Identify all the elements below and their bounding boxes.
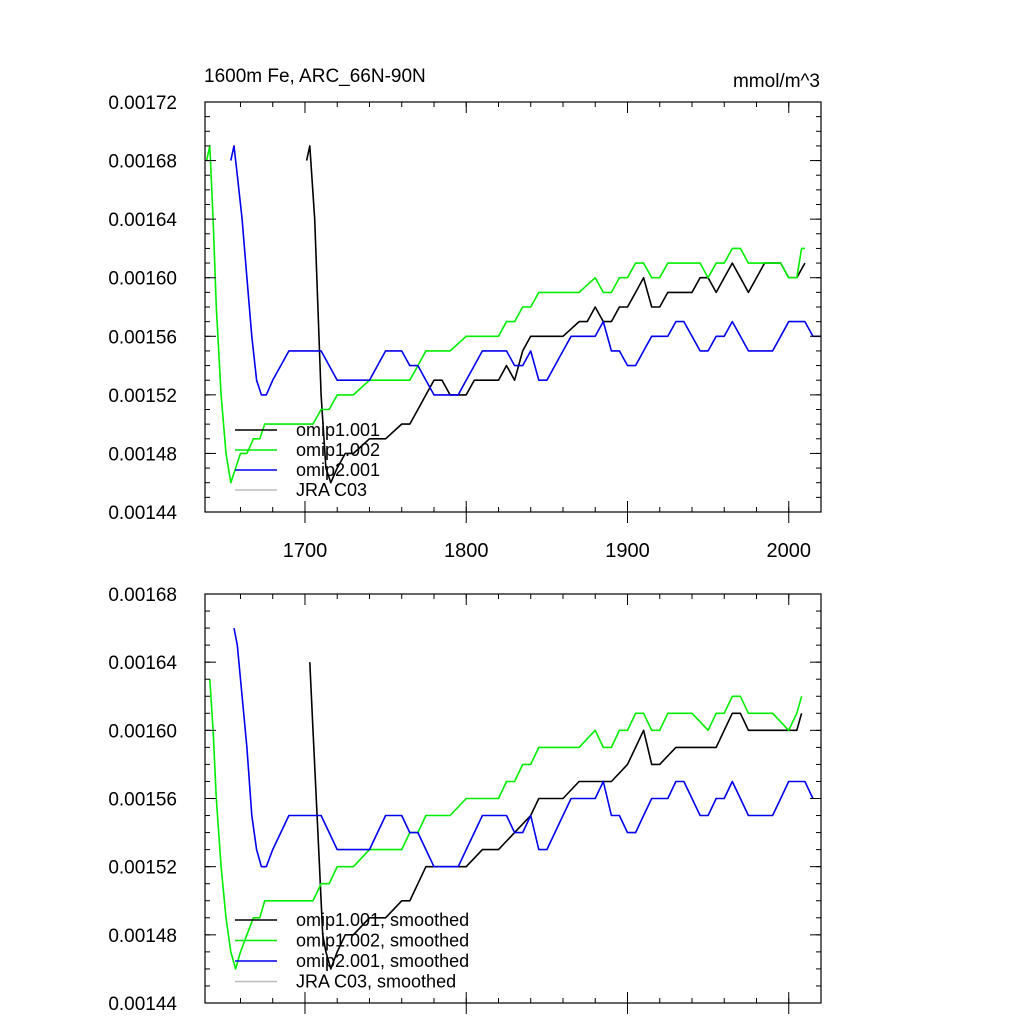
plot-frame-bottom — [204, 593, 822, 1004]
legend-label: JRA C03, smoothed — [296, 972, 456, 992]
tick-layer-top: 0.00144 0.00148 0.00152 0.00156 0.00160 0.001… — [108, 93, 822, 562]
x-tick-label: 1800 — [444, 540, 489, 562]
tick-layer-bottom: 0.00144 0.00148 0.00152 0.00156 0.00160 0.001… — [108, 585, 822, 1015]
y-tick-label: 0.00144 — [108, 503, 177, 524]
y-tick-label: 0.00160 — [108, 721, 177, 742]
legend-label: omip1.002 — [296, 440, 380, 460]
series-line-0 — [309, 662, 803, 970]
series-line-0 — [305, 145, 806, 484]
y-tick-label: 0.00148 — [108, 926, 177, 947]
legend-label: omip2.001 — [296, 460, 380, 480]
y-tick-label: 0.00148 — [108, 444, 177, 465]
series-layer-bottom — [209, 627, 814, 970]
plot-frame-top — [204, 101, 822, 513]
series-line-1 — [205, 145, 805, 484]
y-tick-label: 0.00168 — [108, 585, 177, 606]
y-tick-label: 0.00144 — [108, 994, 177, 1015]
y-tick-label: 0.00164 — [108, 210, 177, 231]
series-line-2 — [233, 627, 814, 868]
legend-label: omip1.001 — [296, 420, 380, 440]
chart-title: 1600m Fe, ARC_66N-90N — [204, 66, 426, 87]
units-label: mmol/m^3 — [733, 71, 820, 92]
y-tick-label: 0.00160 — [108, 269, 177, 290]
legend-label: omip1.002, smoothed — [296, 931, 469, 951]
y-tick-label: 0.00164 — [108, 653, 177, 674]
x-tick-label: 1900 — [605, 540, 650, 562]
series-layer-top — [205, 145, 821, 484]
series-line-2 — [230, 145, 821, 396]
series-line-1 — [209, 679, 803, 970]
y-tick-label: 0.00156 — [108, 790, 177, 811]
y-tick-label: 0.00172 — [108, 93, 177, 114]
legend-label: omip2.001, smoothed — [296, 951, 469, 971]
y-tick-label: 0.00156 — [108, 327, 177, 348]
panel-top: 1600m Fe, ARC_66N-90N mmol/m^3 0.001440.… — [108, 66, 822, 562]
legend-label: omip1.001, smoothed — [296, 910, 469, 930]
panel-bottom: 0.00144 0.00148 0.00152 0.00156 0.00160 0.001… — [108, 585, 822, 1015]
x-tick-label: 1700 — [283, 540, 328, 562]
y-tick-label: 0.00152 — [108, 858, 177, 879]
legend-label: JRA C03 — [296, 480, 367, 500]
y-tick-label: 0.00152 — [108, 386, 177, 407]
x-tick-label: 2000 — [766, 540, 811, 562]
y-tick-label: 0.00168 — [108, 152, 177, 173]
